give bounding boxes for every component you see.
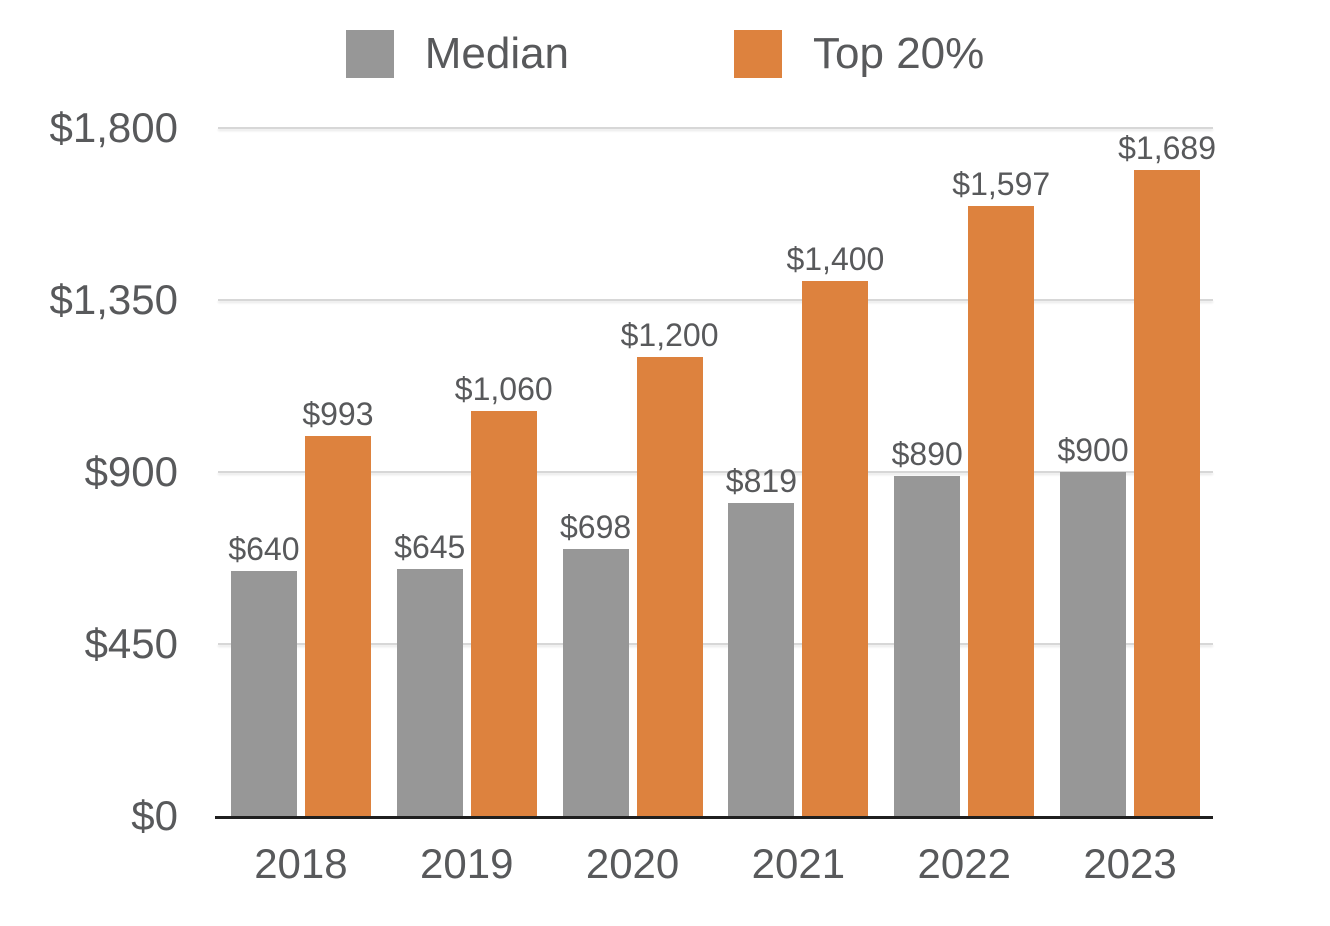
bar-value-label-top-20-2021: $1,400 — [786, 240, 885, 277]
bar-slot-top-20-2022: $1,597 — [952, 168, 1050, 816]
bar-median-2020 — [562, 549, 629, 816]
bar-slot-median-2022: $890 — [892, 438, 963, 816]
bar-group-2018: $640 $993 — [228, 128, 374, 816]
y-axis-tick-label-1350: $1,350 — [49, 276, 178, 323]
bar-value-label-top-20-2018: $993 — [302, 396, 374, 433]
bar-value-label-median-2019: $645 — [394, 529, 466, 566]
bar-top-20-2023 — [1134, 170, 1201, 816]
bar-value-label-top-20-2022: $1,597 — [952, 165, 1051, 202]
gridline-450 — [218, 643, 1213, 645]
bar-group-2022: $890 $1,597 — [892, 128, 1050, 816]
bar-slot-top-20-2023: $1,689 — [1118, 132, 1216, 816]
bar-slot-top-20-2021: $1,400 — [786, 243, 884, 816]
bar-median-2019 — [396, 569, 463, 816]
legend-label-median: Median — [424, 29, 570, 78]
bar-group-2023: $900 $1,689 — [1057, 128, 1216, 816]
x-axis-label-2018: 2018 — [254, 840, 348, 887]
bar-slot-median-2019: $645 — [394, 531, 465, 816]
bar-value-label-median-2018: $640 — [228, 531, 300, 568]
x-axis-line — [215, 816, 1213, 819]
bar-groups: $640 $993 $645 $1,060 $698 $1,200 $819 $1,400 $8… — [218, 128, 1216, 816]
gridline-900 — [218, 471, 1213, 473]
bar-top-20-2019 — [470, 410, 537, 816]
y-axis-tick-label-900: $900 — [84, 448, 178, 495]
bar-group-2020: $698 $1,200 — [560, 128, 719, 816]
bar-median-2023 — [1060, 472, 1127, 816]
bar-group-2019: $645 $1,060 — [394, 128, 553, 816]
bar-median-2022 — [894, 475, 961, 816]
gridline-1350 — [218, 299, 1213, 301]
x-axis-label-2022: 2022 — [917, 840, 1011, 887]
x-axis-label-2019: 2019 — [420, 840, 514, 887]
legend-swatch-median — [345, 30, 394, 78]
y-axis-labels: $0 $450 $900 $1,350 $1,800 — [0, 104, 186, 839]
bar-top-20-2021 — [802, 280, 869, 816]
bar-top-20-2020 — [636, 357, 703, 816]
plot-area: $640 $993 $645 $1,060 $698 $1,200 $819 $1,400 $8… — [215, 127, 1216, 819]
bar-slot-median-2020: $698 — [560, 511, 631, 816]
x-axis-label-2021: 2021 — [751, 840, 846, 887]
bar-top-20-2022 — [968, 205, 1035, 816]
bar-value-label-top-20-2020: $1,200 — [620, 317, 719, 354]
bar-value-label-median-2021: $819 — [725, 462, 797, 499]
chart-legend: Median Top 20% — [0, 30, 1330, 78]
legend-item-top-20: Top 20% — [734, 30, 984, 78]
bar-median-2021 — [728, 502, 795, 816]
y-axis-tick-label-450: $450 — [84, 620, 178, 667]
gridline-1800 — [218, 127, 1213, 129]
bar-value-label-median-2022: $890 — [891, 435, 963, 472]
bar-value-label-top-20-2019: $1,060 — [454, 370, 553, 407]
x-axis-labels: 2018 2019 2020 2021 2022 2023 — [218, 840, 1213, 888]
bar-value-label-median-2023: $900 — [1057, 432, 1129, 468]
bar-value-label-top-20-2023: $1,689 — [1118, 130, 1216, 167]
bar-slot-median-2021: $819 — [726, 465, 797, 816]
x-axis-label-2020: 2020 — [585, 840, 680, 887]
y-axis-tick-label-1800: $1,800 — [49, 104, 178, 151]
bar-slot-top-20-2020: $1,200 — [621, 319, 719, 816]
y-axis-tick-label-0: $0 — [131, 792, 178, 839]
bar-slot-top-20-2019: $1,060 — [455, 373, 553, 816]
bar-slot-median-2023: $900 — [1057, 434, 1129, 816]
bar-slot-top-20-2018: $993 — [302, 398, 374, 816]
bar-top-20-2018 — [304, 436, 371, 816]
bar-median-2018 — [230, 571, 297, 816]
x-axis-label-2023: 2023 — [1083, 840, 1177, 887]
bar-group-2021: $819 $1,400 — [726, 128, 884, 816]
legend-label-top-20: Top 20% — [813, 29, 985, 78]
legend-swatch-top-20 — [734, 30, 783, 78]
bar-slot-median-2018: $640 — [228, 533, 300, 816]
legend-item-median: Median — [345, 29, 570, 78]
bar-value-label-median-2020: $698 — [559, 509, 632, 546]
